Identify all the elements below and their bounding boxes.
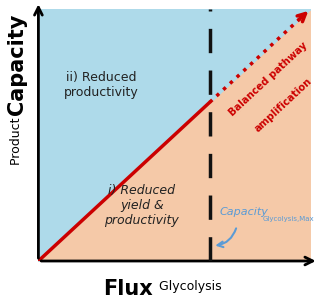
Text: Capacity: Capacity	[219, 207, 268, 217]
Text: amplification: amplification	[252, 76, 314, 134]
Text: i) Reduced
yield &
productivity: i) Reduced yield & productivity	[104, 184, 179, 227]
Text: Balanced pathway: Balanced pathway	[227, 41, 309, 118]
Text: Flux: Flux	[103, 279, 153, 298]
Text: Capacity: Capacity	[7, 14, 27, 115]
Text: Glycolysis,Max: Glycolysis,Max	[263, 216, 315, 222]
Text: ii) Reduced
productivity: ii) Reduced productivity	[64, 70, 138, 99]
Text: Product: Product	[10, 117, 23, 169]
Text: Glycolysis: Glycolysis	[156, 280, 222, 293]
